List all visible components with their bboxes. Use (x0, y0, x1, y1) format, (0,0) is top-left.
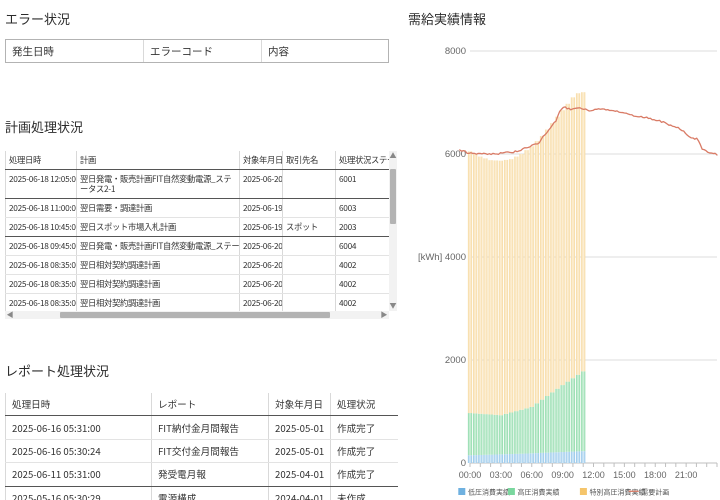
svg-text:15:00: 15:00 (613, 470, 636, 480)
svg-text:高圧消費実績: 高圧消費実績 (518, 487, 560, 496)
svg-text:00:00: 00:00 (459, 470, 482, 480)
svg-text:09:00: 09:00 (551, 470, 574, 480)
svg-text:12:00: 12:00 (582, 470, 605, 480)
svg-text:2000: 2000 (445, 355, 466, 366)
svg-text:低圧消費実績: 低圧消費実績 (468, 487, 510, 496)
svg-text:需要計画: 需要計画 (641, 487, 669, 496)
svg-text:03:00: 03:00 (490, 470, 513, 480)
svg-text:18:00: 18:00 (644, 470, 667, 480)
svg-text:06:00: 06:00 (520, 470, 543, 480)
svg-text:8000: 8000 (445, 46, 466, 57)
svg-text:[kWh] 4000: [kWh] 4000 (418, 252, 466, 263)
svg-text:21:00: 21:00 (675, 470, 698, 480)
svg-text:0: 0 (461, 458, 466, 469)
